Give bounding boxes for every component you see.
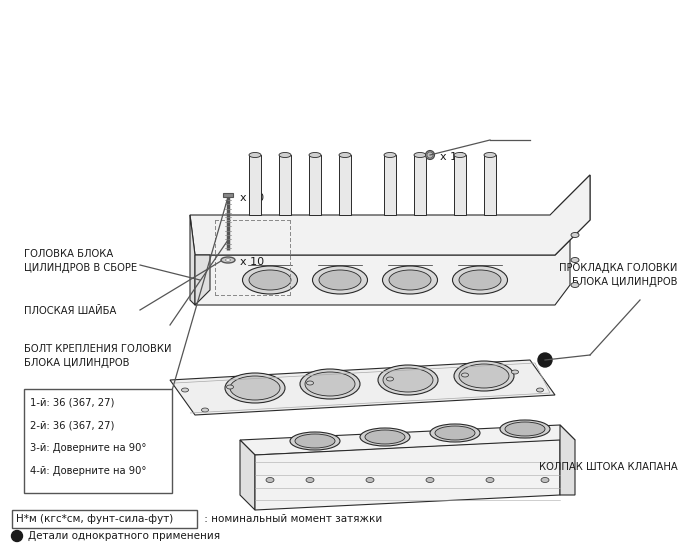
Ellipse shape: [571, 258, 579, 263]
Ellipse shape: [383, 368, 433, 392]
Text: x 10: x 10: [240, 257, 264, 267]
Ellipse shape: [505, 422, 545, 436]
Ellipse shape: [454, 361, 514, 391]
Ellipse shape: [249, 270, 291, 290]
Ellipse shape: [312, 266, 367, 294]
Ellipse shape: [221, 257, 235, 263]
Ellipse shape: [365, 430, 405, 444]
Ellipse shape: [242, 266, 297, 294]
Ellipse shape: [426, 478, 434, 483]
Polygon shape: [190, 215, 195, 305]
Ellipse shape: [511, 370, 519, 374]
Text: ПРОКЛАДКА ГОЛОВКИ
БЛОКА ЦИЛИНДРОВ: ПРОКЛАДКА ГОЛОВКИ БЛОКА ЦИЛИНДРОВ: [559, 263, 678, 287]
Polygon shape: [195, 240, 570, 305]
Ellipse shape: [300, 369, 360, 399]
Text: : номинальный момент затяжки: : номинальный момент затяжки: [201, 514, 383, 524]
Ellipse shape: [319, 270, 361, 290]
Polygon shape: [249, 155, 261, 215]
Ellipse shape: [541, 478, 549, 483]
Ellipse shape: [309, 152, 321, 157]
Ellipse shape: [384, 152, 396, 157]
Ellipse shape: [414, 152, 426, 157]
Ellipse shape: [226, 385, 233, 389]
Ellipse shape: [339, 152, 351, 157]
Polygon shape: [223, 193, 233, 197]
Polygon shape: [190, 175, 590, 255]
Ellipse shape: [389, 270, 431, 290]
Ellipse shape: [378, 365, 438, 395]
Ellipse shape: [306, 381, 314, 385]
Ellipse shape: [500, 420, 550, 438]
Polygon shape: [309, 155, 321, 215]
Ellipse shape: [571, 282, 579, 287]
Ellipse shape: [571, 232, 579, 237]
Text: КОЛПАК ШТОКА КЛАПАНА: КОЛПАК ШТОКА КЛАПАНА: [539, 462, 678, 472]
Polygon shape: [384, 155, 396, 215]
Bar: [12, 510, 197, 528]
Polygon shape: [170, 360, 555, 415]
Ellipse shape: [537, 388, 544, 392]
Ellipse shape: [305, 372, 355, 396]
Text: БОЛТ КРЕПЛЕНИЯ ГОЛОВКИ
БЛОКА ЦИЛИНДРОВ: БОЛТ КРЕПЛЕНИЯ ГОЛОВКИ БЛОКА ЦИЛИНДРОВ: [24, 344, 171, 368]
Ellipse shape: [249, 152, 261, 157]
Ellipse shape: [486, 478, 494, 483]
Ellipse shape: [435, 426, 475, 440]
Ellipse shape: [387, 377, 394, 381]
Text: x 16: x 16: [440, 152, 464, 162]
Ellipse shape: [484, 152, 496, 157]
Ellipse shape: [182, 388, 189, 392]
Circle shape: [12, 530, 23, 542]
Ellipse shape: [225, 373, 285, 403]
Polygon shape: [484, 155, 496, 215]
Polygon shape: [339, 155, 351, 215]
Ellipse shape: [459, 270, 501, 290]
Text: ПЛОСКАЯ ШАЙБА: ПЛОСКАЯ ШАЙБА: [24, 306, 116, 316]
Ellipse shape: [230, 376, 280, 400]
Ellipse shape: [202, 408, 208, 412]
Bar: [24, 389, 172, 493]
Ellipse shape: [453, 266, 508, 294]
Ellipse shape: [366, 478, 374, 483]
Text: x 10: x 10: [240, 193, 264, 203]
Text: Н*м (кгс*см, фунт-сила-фут): Н*м (кгс*см, фунт-сила-фут): [16, 514, 173, 524]
Text: 4-й: Доверните на 90°: 4-й: Доверните на 90°: [30, 466, 147, 477]
Ellipse shape: [383, 266, 438, 294]
Polygon shape: [560, 425, 575, 495]
Polygon shape: [255, 440, 560, 510]
Ellipse shape: [290, 432, 340, 450]
Ellipse shape: [226, 259, 230, 262]
Text: Детали однократного применения: Детали однократного применения: [28, 531, 220, 541]
Ellipse shape: [454, 152, 466, 157]
Ellipse shape: [462, 373, 469, 377]
Polygon shape: [555, 175, 590, 255]
Circle shape: [538, 353, 552, 367]
Ellipse shape: [266, 478, 274, 483]
Ellipse shape: [306, 478, 314, 483]
Polygon shape: [279, 155, 291, 215]
Polygon shape: [195, 255, 210, 305]
Ellipse shape: [279, 152, 291, 157]
Polygon shape: [454, 155, 466, 215]
Polygon shape: [240, 425, 575, 455]
Ellipse shape: [430, 424, 480, 442]
Text: 2-й: 36 (367, 27): 2-й: 36 (367, 27): [30, 420, 114, 430]
Ellipse shape: [425, 151, 435, 160]
Ellipse shape: [360, 428, 410, 446]
Ellipse shape: [295, 434, 335, 448]
Text: ГОЛОВКА БЛОКА
ЦИЛИНДРОВ В СБОРЕ: ГОЛОВКА БЛОКА ЦИЛИНДРОВ В СБОРЕ: [24, 249, 137, 273]
Ellipse shape: [427, 152, 433, 158]
Text: 3-й: Доверните на 90°: 3-й: Доверните на 90°: [30, 444, 147, 453]
Ellipse shape: [459, 364, 509, 388]
Polygon shape: [240, 440, 255, 510]
Polygon shape: [414, 155, 426, 215]
Text: 1-й: 36 (367, 27): 1-й: 36 (367, 27): [30, 397, 114, 407]
